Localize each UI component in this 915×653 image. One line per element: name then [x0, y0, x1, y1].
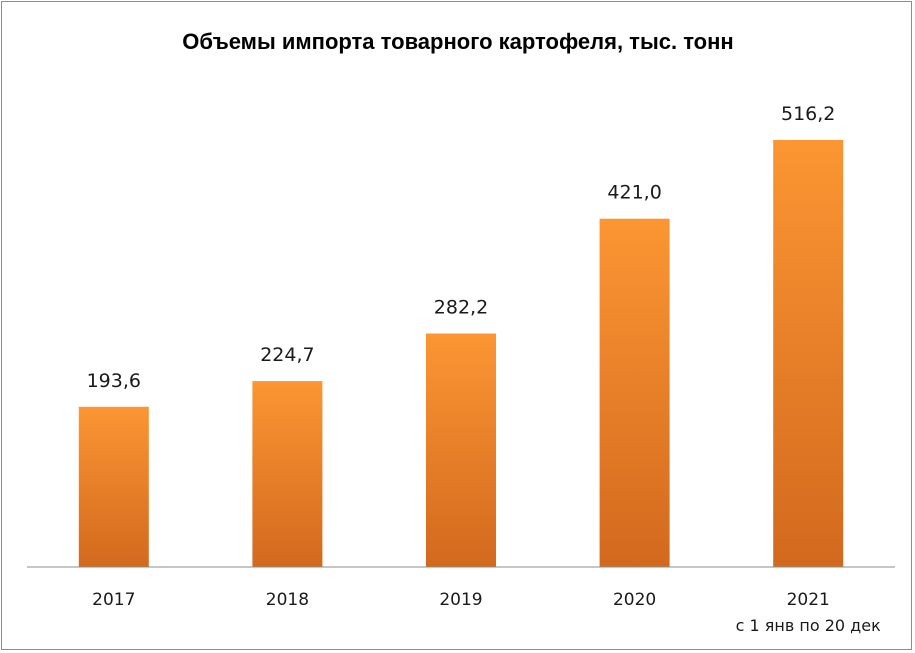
bar-2020	[599, 218, 670, 567]
data-label-2017: 193,6	[87, 370, 141, 392]
chart-title: Объемы импорта товарного картофеля, тыс.…	[182, 29, 733, 54]
bar-2019	[426, 333, 496, 567]
x-tick-label-2019: 2019	[439, 590, 482, 610]
x-tick-label-2021: 2021	[787, 590, 830, 610]
bars-layer	[78, 140, 844, 567]
bar-2018	[252, 381, 323, 567]
labels-layer: 193,6 2017 224,7 2018 282,2 2019 421,0 2020 516,…	[87, 103, 881, 635]
data-label-2019: 282,2	[434, 297, 488, 319]
x-tick-note-2021: с 1 янв по 20 дек	[736, 616, 881, 635]
bar-2021	[773, 140, 844, 567]
bar-2017	[78, 406, 149, 567]
x-tick-label-2017: 2017	[92, 590, 135, 610]
data-label-2018: 224,7	[260, 344, 314, 366]
data-label-2021: 516,2	[781, 103, 835, 125]
x-tick-label-2018: 2018	[266, 590, 309, 610]
data-label-2020: 421,0	[607, 182, 661, 204]
x-tick-label-2020: 2020	[613, 590, 656, 610]
